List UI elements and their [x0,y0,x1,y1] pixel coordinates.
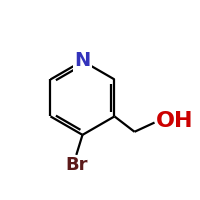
Text: N: N [74,51,91,70]
Text: Br: Br [65,156,88,174]
Text: OH: OH [156,111,194,131]
